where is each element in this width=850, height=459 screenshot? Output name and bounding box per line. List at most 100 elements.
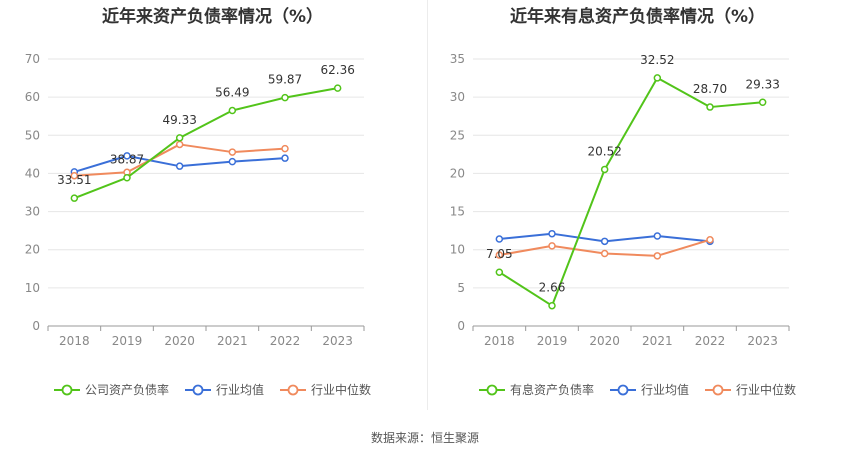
chart-title: 近年来资产负债率情况（%） bbox=[101, 7, 324, 27]
data-point bbox=[175, 162, 184, 170]
data-label: 32.52 bbox=[640, 53, 674, 67]
data-point bbox=[333, 84, 342, 92]
legend-label: 有息资产负债率 bbox=[509, 383, 594, 397]
y-tick-label: 25 bbox=[450, 128, 465, 142]
y-tick-label: 70 bbox=[25, 52, 40, 66]
data-point bbox=[228, 106, 237, 115]
y-tick-label: 35 bbox=[450, 52, 465, 66]
data-label: 62.36 bbox=[320, 63, 354, 77]
y-tick-label: 20 bbox=[25, 243, 40, 257]
legend-item[interactable]: 行业中位数 bbox=[705, 381, 796, 398]
x-tick-label: 2020 bbox=[164, 334, 195, 348]
y-tick-label: 40 bbox=[25, 166, 40, 180]
data-point bbox=[70, 194, 79, 202]
legend-label: 行业中位数 bbox=[311, 383, 372, 397]
data-point bbox=[548, 229, 556, 238]
line-chart-interest-debt-ratio: 0 5 10 15 20 25 30 35 2018 2019 2020 2021 2022 2023 7.… bbox=[450, 52, 790, 348]
x-tick-label: 2018 bbox=[484, 334, 515, 348]
legend-marker-icon bbox=[609, 384, 636, 395]
x-tick-label: 2020 bbox=[589, 334, 620, 348]
data-point bbox=[495, 251, 504, 259]
legend-marker-icon bbox=[478, 384, 505, 395]
data-label: 28.70 bbox=[693, 82, 727, 96]
data-label: 20.52 bbox=[587, 144, 621, 158]
legend-label: 行业均值 bbox=[640, 383, 689, 397]
x-tick-label: 2023 bbox=[322, 334, 353, 348]
y-tick-label: 0 bbox=[457, 319, 465, 333]
chart-legend: 有息资产负债率 行业均值 行业中位数 bbox=[425, 381, 850, 398]
data-point bbox=[548, 242, 556, 250]
data-label: 2.66 bbox=[539, 281, 566, 295]
legend-item[interactable]: 行业中位数 bbox=[280, 381, 371, 398]
data-point bbox=[281, 144, 289, 153]
data-point bbox=[706, 236, 714, 244]
data-point bbox=[653, 252, 662, 260]
data-point bbox=[175, 140, 184, 149]
data-point bbox=[600, 165, 609, 174]
legend-marker-icon bbox=[280, 384, 306, 395]
data-point bbox=[653, 232, 662, 240]
data-point bbox=[281, 93, 289, 102]
y-tick-label: 60 bbox=[25, 90, 40, 104]
legend-label: 行业中位数 bbox=[736, 383, 797, 397]
x-tick-label: 2023 bbox=[747, 334, 778, 348]
legend-dot bbox=[617, 384, 629, 395]
legend-item[interactable]: 有息资产负债率 bbox=[478, 381, 594, 398]
y-tick-label: 20 bbox=[450, 166, 465, 180]
panel-divider bbox=[427, 0, 428, 410]
x-tick-label: 2022 bbox=[695, 334, 726, 348]
legend-label: 行业均值 bbox=[215, 383, 264, 397]
y-tick-label: 5 bbox=[457, 281, 465, 295]
legend-label: 公司资产负债率 bbox=[84, 383, 169, 397]
data-point bbox=[706, 103, 714, 111]
data-point bbox=[228, 148, 237, 156]
x-tick-label: 2019 bbox=[112, 334, 143, 348]
data-point bbox=[70, 171, 79, 180]
legend-marker-icon bbox=[184, 384, 211, 395]
chart-panel-interest-debt-ratio: 近年来有息资产负债率情况（%） 0 5 10 15 20 25 30 35 2018 2019 20… bbox=[425, 0, 850, 410]
legend-marker-icon bbox=[705, 384, 731, 395]
legend-dot bbox=[287, 384, 299, 395]
data-point bbox=[175, 134, 184, 142]
data-label: 56.49 bbox=[215, 86, 249, 100]
data-point bbox=[123, 173, 131, 182]
data-label: 59.87 bbox=[268, 73, 302, 87]
data-point bbox=[653, 74, 662, 82]
y-tick-label: 0 bbox=[32, 319, 40, 333]
chart-legend: 公司资产负债率 行业均值 行业中位数 bbox=[0, 381, 425, 398]
legend-dot bbox=[61, 384, 73, 395]
y-tick-label: 30 bbox=[25, 205, 40, 219]
legend-dot bbox=[712, 384, 724, 395]
data-label: 29.33 bbox=[745, 77, 779, 91]
legend-item[interactable]: 行业均值 bbox=[609, 381, 689, 398]
data-point bbox=[600, 237, 609, 246]
data-label: 7.05 bbox=[486, 247, 513, 261]
data-point bbox=[123, 152, 131, 160]
x-tick-label: 2022 bbox=[270, 334, 301, 348]
legend-dot bbox=[192, 384, 204, 395]
data-point bbox=[758, 98, 767, 107]
legend-item[interactable]: 公司资产负债率 bbox=[53, 381, 169, 398]
series-line bbox=[73, 87, 338, 200]
data-label: 49.33 bbox=[162, 113, 196, 127]
data-point bbox=[495, 235, 504, 243]
x-tick-label: 2019 bbox=[537, 334, 568, 348]
legend-item[interactable]: 行业均值 bbox=[184, 381, 264, 398]
x-tick-label: 2021 bbox=[642, 334, 673, 348]
chart-title: 近年来有息资产负债率情况（%） bbox=[509, 7, 766, 27]
data-point bbox=[548, 301, 556, 310]
series-line bbox=[498, 76, 763, 307]
chart-panel-debt-ratio: 近年来资产负债率情况（%） 0 10 20 30 40 50 60 70 2018 2019 202… bbox=[0, 0, 425, 410]
data-point bbox=[281, 154, 289, 162]
data-label: 33.51 bbox=[57, 173, 91, 187]
x-tick-label: 2021 bbox=[217, 334, 248, 348]
y-tick-label: 30 bbox=[450, 90, 465, 104]
y-tick-label: 10 bbox=[450, 243, 465, 257]
legend-marker-icon bbox=[53, 384, 80, 395]
data-point bbox=[495, 268, 504, 276]
data-point bbox=[228, 157, 237, 166]
legend-dot bbox=[486, 384, 498, 395]
y-tick-label: 15 bbox=[450, 205, 465, 219]
data-label: 38.87 bbox=[110, 153, 144, 167]
data-source-note: 数据来源：恒生聚源 bbox=[370, 431, 479, 445]
